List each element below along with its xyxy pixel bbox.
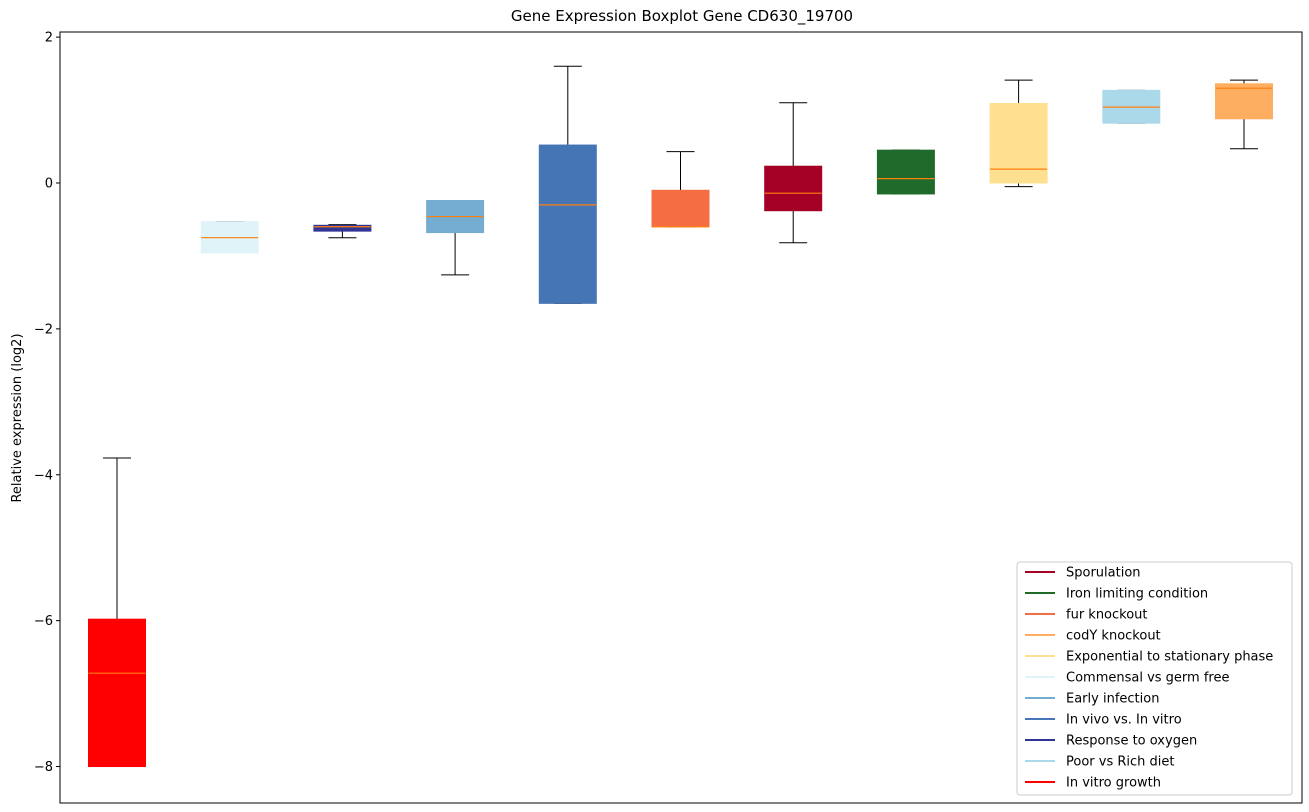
box-group [876,149,935,195]
legend-label: Iron limiting condition [1066,587,1208,602]
legend-item: fur knockout [1025,608,1148,623]
legend-label: In vivo vs. In vitro [1066,713,1182,728]
box-group [426,199,485,276]
legend-label: In vitro growth [1066,776,1161,791]
y-tick-label: −6 [34,614,53,629]
legend-label: Response to oxygen [1066,734,1197,749]
y-tick-label: −8 [34,760,53,775]
box-body [1215,83,1273,120]
plot-frame [59,31,1303,804]
legend-frame [1016,561,1293,796]
y-tick-label: −2 [34,322,53,337]
legend-label: Poor vs Rich diet [1066,755,1174,770]
box-body [989,102,1048,184]
legend-label: Commensal vs germ free [1066,671,1229,686]
box-group [200,221,259,254]
legend: Sporulation Iron limiting condition fur kn… [1016,561,1293,796]
box-group [1102,89,1161,124]
legend-item: Early infection [1025,692,1159,707]
legend-item: codY knockout [1025,629,1161,644]
legend-item: In vitro growth [1025,776,1161,791]
legend-label: Early infection [1066,692,1159,707]
legend-item: Sporulation [1025,566,1141,581]
legend-item: Commensal vs germ free [1025,671,1229,686]
legend-items: Sporulation Iron limiting condition fur kn… [1025,566,1273,791]
box-body [88,618,146,768]
legend-label: fur knockout [1066,608,1148,623]
box-body [764,165,823,212]
legend-label: Sporulation [1066,566,1141,581]
box-body [651,189,710,228]
legend-item: Poor vs Rich diet [1025,755,1174,770]
box-group [989,79,1048,188]
box-group [1215,79,1273,150]
y-tick-label: 0 [45,176,53,191]
legend-item: In vivo vs. In vitro [1025,713,1182,728]
y-tick-label: −4 [34,468,53,483]
box-body [538,144,597,304]
legend-item: Response to oxygen [1025,734,1197,749]
boxes-layer [88,65,1273,768]
box-body [313,224,372,232]
box-group [538,65,597,304]
legend-label: codY knockout [1066,629,1161,644]
legend-item: Iron limiting condition [1025,587,1208,602]
box-group [764,102,823,244]
box-group [88,457,146,768]
y-axis-label: Relative expression (log2) [10,333,25,502]
chart-title: Gene Expression Boxplot Gene CD630_19700 [511,7,853,26]
box-group [651,151,710,228]
legend-label: Exponential to stationary phase [1066,650,1273,665]
y-axis: 2 0 −2 −4 −6 −8 [34,31,60,775]
legend-item: Exponential to stationary phase [1025,650,1273,665]
y-tick-label: 2 [45,31,53,46]
box-group [313,224,372,239]
box-body [876,149,935,195]
